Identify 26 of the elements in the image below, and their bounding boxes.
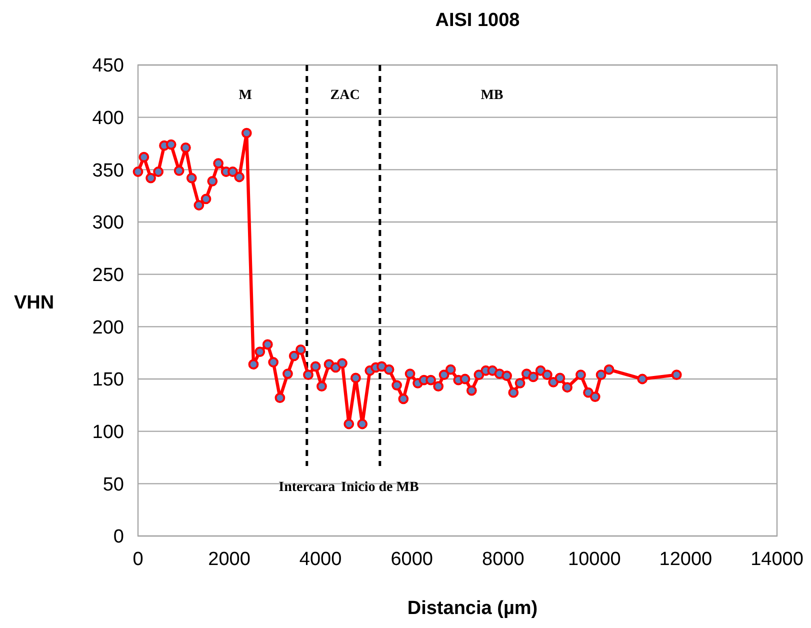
x-tick-label: 0 (132, 549, 144, 570)
x-tick-label: 8000 (482, 549, 524, 570)
ref-line-label: Intercara (278, 480, 336, 495)
annotation: MB (480, 88, 504, 103)
y-tick-label: 0 (113, 526, 124, 548)
y-tick-label: 300 (92, 212, 124, 234)
ref-line-label: Inicio de MB (341, 480, 419, 495)
y-tick-label: 350 (92, 160, 124, 182)
annotation: ZAC (330, 88, 360, 103)
y-tick-label: 100 (92, 422, 124, 443)
y-tick-label: 400 (92, 108, 124, 129)
y-axis-title: VHN (14, 292, 54, 314)
x-tick-label: 10000 (568, 549, 621, 570)
annotation: M (238, 88, 252, 103)
y-tick-label: 200 (92, 317, 124, 338)
y-tick-label: 250 (92, 264, 124, 286)
x-tick-label: 14000 (750, 549, 804, 570)
x-tick-label: 6000 (390, 549, 433, 570)
x-axis-title: Distancia (µm) (407, 598, 538, 619)
y-tick-label: 450 (92, 56, 124, 77)
y-tick-label: 150 (92, 370, 124, 391)
x-tick-label: 12000 (659, 549, 712, 570)
x-tick-label: 2000 (208, 549, 250, 570)
y-tick-label: 50 (102, 474, 124, 496)
chart-title: AISI 1008 (435, 10, 520, 31)
x-tick-label: 4000 (299, 549, 342, 570)
